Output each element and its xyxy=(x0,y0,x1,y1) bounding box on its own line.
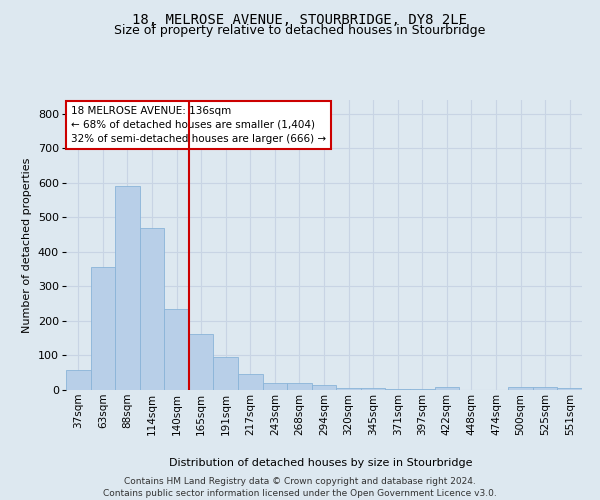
Bar xyxy=(189,334,214,390)
Bar xyxy=(263,383,287,390)
Bar xyxy=(238,374,263,390)
Bar xyxy=(336,388,361,390)
Bar xyxy=(140,228,164,390)
Bar xyxy=(164,309,189,390)
Bar xyxy=(361,388,385,390)
Bar xyxy=(66,370,91,390)
Text: Contains HM Land Registry data © Crown copyright and database right 2024.
Contai: Contains HM Land Registry data © Crown c… xyxy=(103,476,497,498)
Text: 18 MELROSE AVENUE: 136sqm
← 68% of detached houses are smaller (1,404)
32% of se: 18 MELROSE AVENUE: 136sqm ← 68% of detac… xyxy=(71,106,326,144)
Bar xyxy=(214,357,238,390)
Text: Distribution of detached houses by size in Stourbridge: Distribution of detached houses by size … xyxy=(169,458,473,468)
Y-axis label: Number of detached properties: Number of detached properties xyxy=(22,158,32,332)
Bar xyxy=(287,384,312,390)
Bar xyxy=(385,389,410,390)
Bar xyxy=(115,186,140,390)
Bar xyxy=(508,386,533,390)
Bar xyxy=(434,387,459,390)
Bar xyxy=(312,385,336,390)
Bar xyxy=(91,267,115,390)
Text: 18, MELROSE AVENUE, STOURBRIDGE, DY8 2LE: 18, MELROSE AVENUE, STOURBRIDGE, DY8 2LE xyxy=(133,12,467,26)
Bar xyxy=(557,388,582,390)
Bar xyxy=(533,386,557,390)
Text: Size of property relative to detached houses in Stourbridge: Size of property relative to detached ho… xyxy=(115,24,485,37)
